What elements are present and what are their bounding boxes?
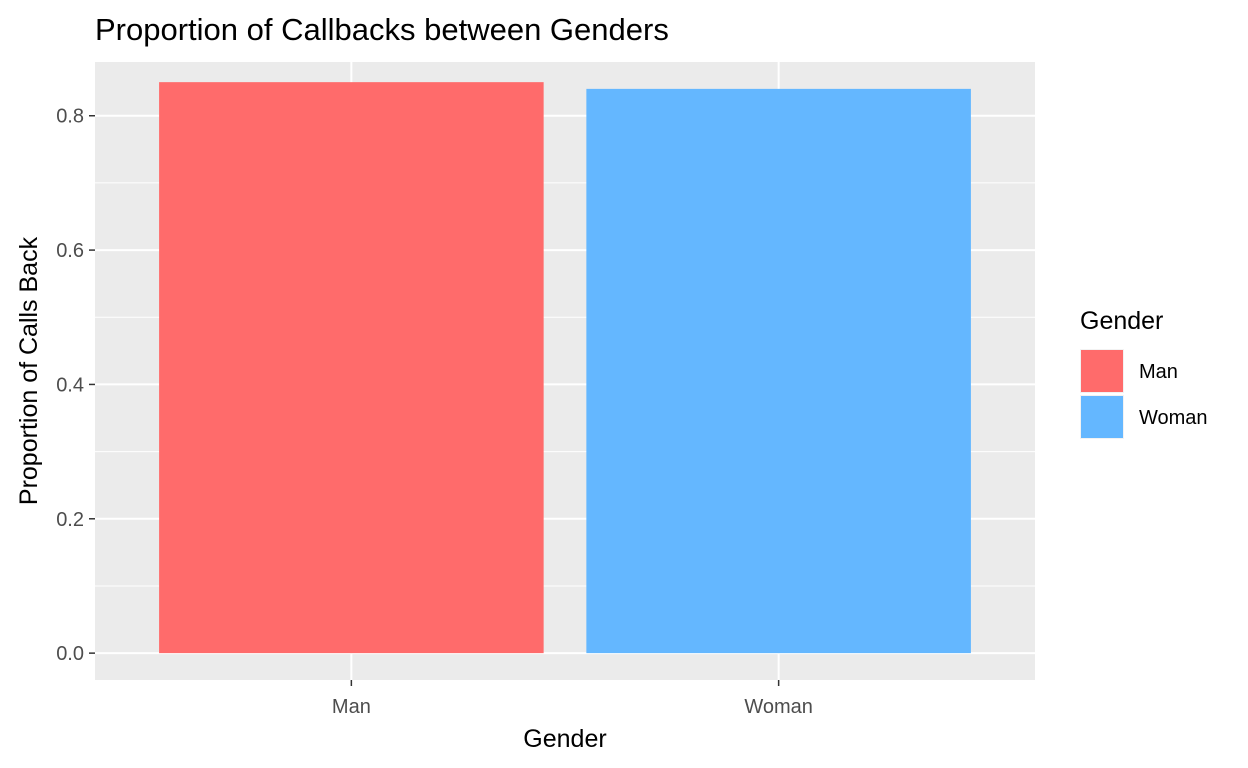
chart-title: Proportion of Callbacks between Genders	[95, 12, 669, 47]
y-tick-label: 0.6	[56, 240, 84, 262]
x-axis: Man Woman	[332, 680, 813, 718]
x-tick-label: Woman	[744, 696, 813, 718]
legend-label: Woman	[1139, 407, 1208, 429]
y-tick-label: 0.8	[56, 106, 84, 128]
x-axis-title: Gender	[523, 725, 606, 753]
bar-woman	[586, 88, 971, 654]
y-tick-label: 0.0	[56, 643, 84, 665]
legend-title: Gender	[1080, 307, 1163, 335]
x-tick-label: Man	[332, 696, 371, 718]
legend-key-man	[1081, 350, 1123, 392]
y-axis: 0.0 0.2 0.4 0.6 0.8	[56, 106, 95, 665]
y-tick-label: 0.4	[56, 374, 84, 396]
legend-items: Man Woman	[1080, 349, 1208, 439]
y-axis-title: Proportion of Calls Back	[15, 236, 43, 505]
bar-man	[159, 82, 544, 654]
legend: Gender Man Woman	[1080, 307, 1208, 439]
legend-key-woman	[1081, 396, 1123, 438]
legend-label: Man	[1139, 361, 1178, 383]
bars	[159, 82, 971, 654]
y-tick-label: 0.2	[56, 509, 84, 531]
